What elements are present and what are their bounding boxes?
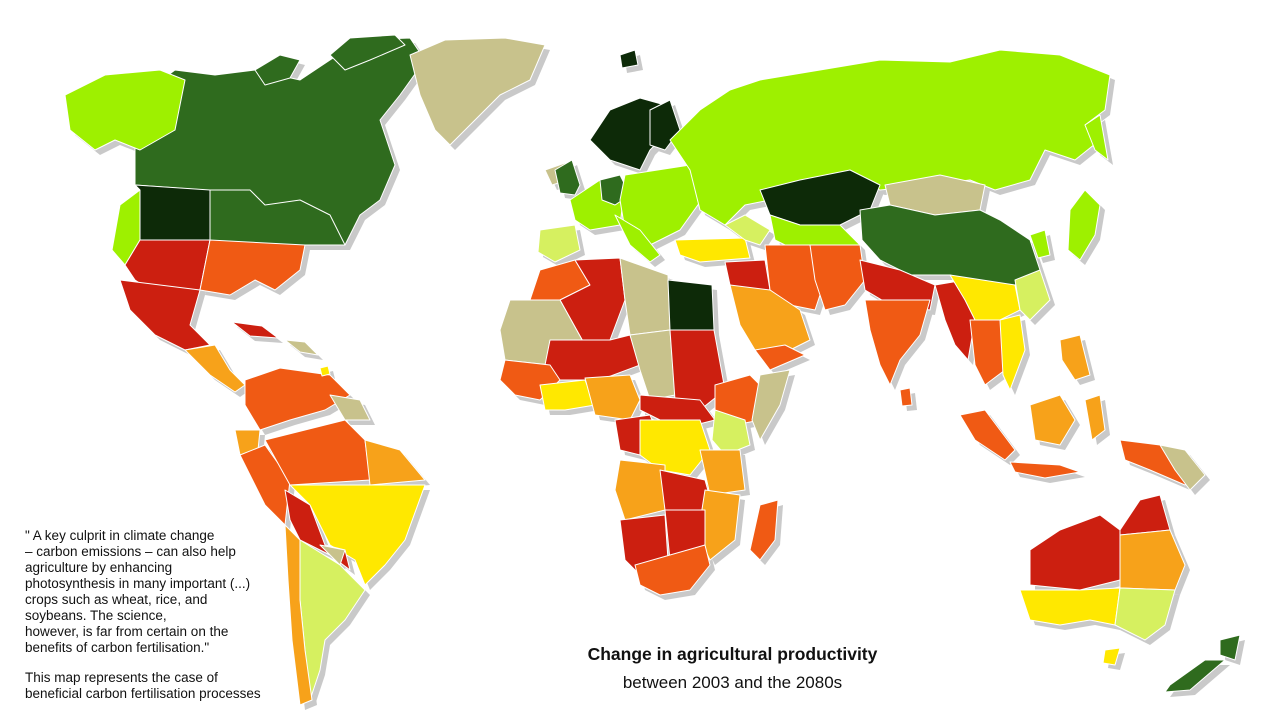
region-kamchatka xyxy=(1084,114,1109,161)
region-sudan xyxy=(669,329,726,411)
map-subtitle: between 2003 and the 2080s xyxy=(622,673,843,692)
region-western-australia xyxy=(1029,514,1121,591)
map-note: This map represents the case of benefici… xyxy=(25,670,261,701)
region-sumatra xyxy=(959,409,1016,461)
map-title: Change in agricultural productivity xyxy=(587,644,878,664)
region-italy-balkans xyxy=(614,214,661,263)
region-south-africa xyxy=(634,544,711,596)
region-somalia xyxy=(751,369,791,441)
region-chile xyxy=(284,524,313,706)
region-tanzania xyxy=(699,449,746,496)
region-congo xyxy=(639,419,711,476)
region-uk xyxy=(554,159,581,196)
region-cuba xyxy=(231,321,279,339)
region-tasmania xyxy=(1102,647,1121,666)
region-northern-australia xyxy=(1119,494,1171,536)
region-caribbean-2 xyxy=(319,365,331,377)
map-countries xyxy=(64,34,1241,706)
region-new-south-wales xyxy=(1114,587,1176,641)
region-alaska xyxy=(64,69,186,151)
region-east-china-coast xyxy=(1014,269,1051,321)
region-arctic-islands-2 xyxy=(329,34,406,71)
region-queensland xyxy=(1119,529,1186,591)
region-central-america xyxy=(184,344,246,393)
region-japan xyxy=(1067,189,1101,261)
region-argentina xyxy=(299,539,366,701)
quote-block: " A key culprit in climate change – carb… xyxy=(25,528,295,702)
region-caucasus xyxy=(724,214,771,246)
region-us-southeast xyxy=(199,239,306,296)
region-sri-lanka xyxy=(899,387,913,407)
region-caribbean xyxy=(284,339,319,356)
region-nigeria xyxy=(584,374,641,421)
region-new-zealand-south xyxy=(1164,659,1226,693)
region-paraguay xyxy=(319,544,346,566)
region-greenland xyxy=(409,37,546,146)
region-brazil-northeast xyxy=(364,439,426,486)
region-arctic-islands xyxy=(254,54,301,86)
region-russia xyxy=(669,49,1111,226)
region-india xyxy=(864,299,931,386)
region-egypt xyxy=(667,279,715,331)
region-java xyxy=(1009,461,1081,479)
region-gulf-of-guinea xyxy=(539,379,596,411)
map-title-block: Change in agricultural productivity betw… xyxy=(560,644,905,693)
region-south-australia xyxy=(1019,587,1121,626)
region-new-zealand-north xyxy=(1219,634,1241,661)
region-svalbard xyxy=(619,49,639,69)
region-korea xyxy=(1029,229,1051,259)
region-iberia xyxy=(537,224,581,263)
region-brazil-south xyxy=(289,484,426,586)
region-colombia-venezuela xyxy=(244,367,351,431)
quote-text: " A key culprit in climate change – carb… xyxy=(25,528,251,655)
region-north-india xyxy=(859,259,936,311)
region-yemen xyxy=(754,344,806,371)
region-vietnam xyxy=(999,314,1026,391)
region-afghanistan-pakistan xyxy=(809,244,866,311)
region-papua xyxy=(1159,444,1206,491)
region-guianas xyxy=(329,394,371,421)
region-philippines xyxy=(1059,334,1091,381)
region-sulawesi xyxy=(1084,394,1106,441)
region-angola xyxy=(614,459,666,521)
region-libya xyxy=(619,257,671,336)
region-borneo xyxy=(1029,394,1076,446)
region-turkey xyxy=(674,237,751,263)
region-us-northwest xyxy=(134,184,211,241)
region-madagascar xyxy=(749,499,779,561)
region-arabia xyxy=(729,284,811,356)
